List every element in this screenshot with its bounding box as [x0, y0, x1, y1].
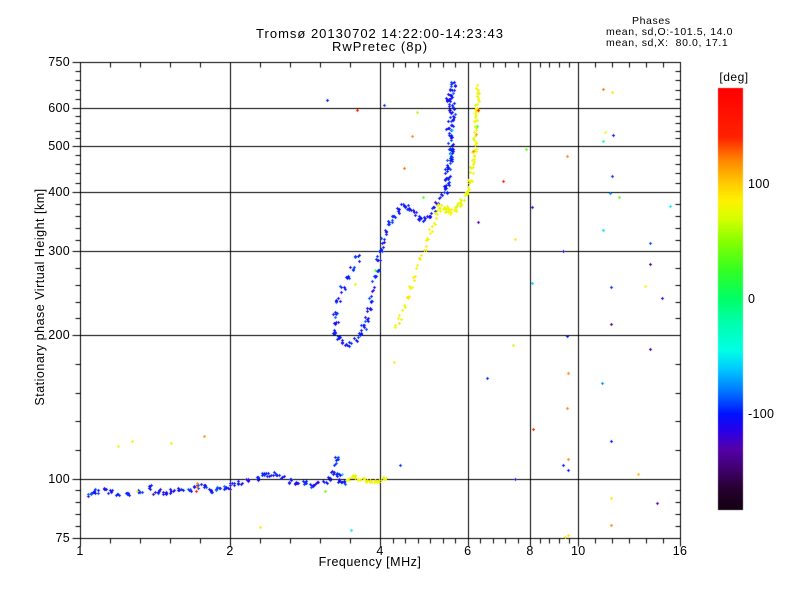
- x-axis-label: Frequency [MHz]: [318, 555, 422, 569]
- x-tick-label: 2: [226, 544, 234, 558]
- y-tick-label: 600: [48, 101, 70, 116]
- colorbar-title: [deg]: [719, 70, 749, 84]
- y-tick-label: 75: [55, 531, 70, 545]
- x-tick-label: 1: [76, 544, 84, 558]
- phase-stats-x-mode: mean, sd,X: 80.0, 17.1: [606, 37, 729, 49]
- phase-stats-title: Phases: [632, 15, 671, 27]
- phase-statistics: Phases mean, sd,O:-101.5, 14.0 mean, sd,…: [606, 16, 733, 49]
- x-tick-label: 8: [526, 544, 534, 558]
- y-axis-label: Stationary phase Virtual Height [km]: [33, 188, 47, 406]
- y-tick-label: 750: [48, 55, 70, 69]
- x-tick-label: 10: [571, 544, 586, 558]
- y-tick-label: 300: [48, 244, 70, 259]
- y-tick-label: 500: [48, 138, 70, 153]
- y-tick-label: 400: [48, 184, 70, 199]
- colorbar-tick-label: 100: [748, 176, 770, 191]
- x-tick-label: 4: [376, 544, 384, 558]
- plot-subtitle: RwPretec (8p): [331, 39, 429, 54]
- x-tick-label: 6: [464, 544, 472, 558]
- x-tick-label: 16: [672, 544, 688, 558]
- phase-stats-o-mode: mean, sd,O:-101.5, 14.0: [606, 26, 734, 38]
- y-tick-label: 200: [48, 328, 70, 343]
- colorbar-tick-label: -100: [748, 407, 775, 422]
- colorbar-tick-label: 0: [748, 292, 756, 306]
- y-tick-label: 100: [48, 471, 70, 486]
- plot-title: Tromsø 20130702 14:22:00-14:23:43: [256, 26, 504, 41]
